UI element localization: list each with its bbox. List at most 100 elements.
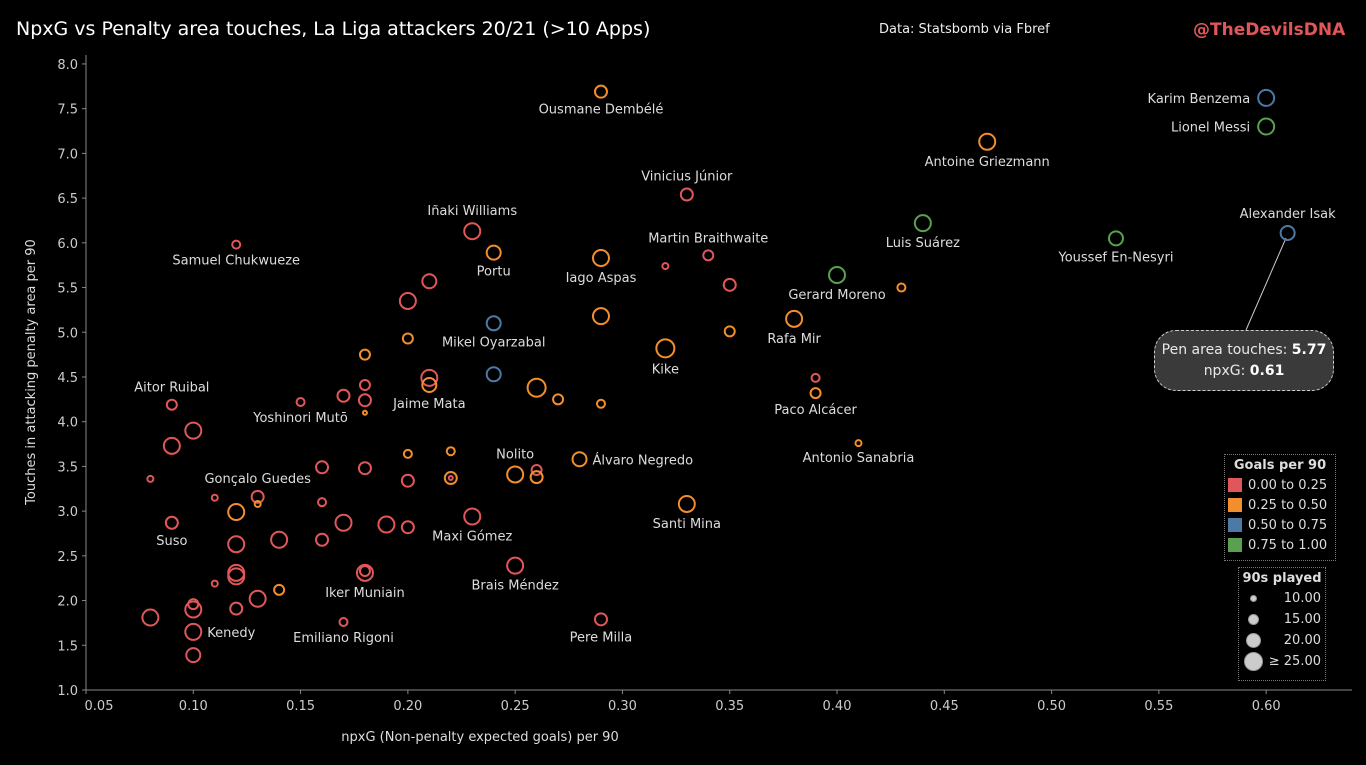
data-point[interactable] (677, 494, 696, 513)
data-point[interactable] (828, 266, 847, 285)
data-point[interactable] (317, 497, 328, 508)
data-point[interactable] (315, 532, 330, 547)
legend-label: 0.00 to 0.25 (1248, 477, 1328, 493)
size-label: 15.00 (1283, 612, 1321, 627)
data-point[interactable] (227, 535, 246, 554)
data-point[interactable] (358, 348, 371, 361)
data-point[interactable] (227, 563, 246, 582)
data-point[interactable] (377, 515, 396, 534)
x-tick-label: 0.60 (1252, 699, 1281, 714)
data-point[interactable] (361, 409, 368, 416)
data-point[interactable] (334, 513, 353, 532)
x-tick-label: 0.40 (823, 699, 852, 714)
data-point[interactable] (231, 239, 242, 250)
data-point[interactable] (591, 307, 610, 326)
data-point[interactable] (229, 601, 244, 616)
data-point[interactable] (227, 503, 246, 522)
data-point[interactable] (165, 398, 178, 411)
data-point[interactable] (526, 377, 547, 398)
legend-label: 0.25 to 0.50 (1248, 497, 1328, 513)
data-point[interactable] (854, 439, 863, 448)
point-label: Emiliano Rigoni (293, 631, 394, 646)
data-point[interactable] (402, 448, 413, 459)
data-point[interactable] (810, 372, 821, 383)
data-point[interactable] (447, 475, 454, 482)
data-point[interactable] (358, 379, 371, 392)
legend-item[interactable]: 0.75 to 1.00 (1225, 535, 1335, 555)
point-label: Ousmane Dembélé (539, 103, 664, 118)
legend-item[interactable]: 0.00 to 0.25 (1225, 475, 1335, 495)
data-point[interactable] (571, 451, 588, 468)
data-point[interactable] (146, 474, 155, 483)
data-point[interactable] (185, 647, 202, 664)
data-point[interactable] (184, 600, 203, 619)
data-point[interactable] (506, 465, 525, 484)
data-point[interactable] (421, 377, 438, 394)
data-point[interactable] (338, 617, 349, 628)
data-point[interactable] (401, 332, 414, 345)
data-point[interactable] (896, 282, 907, 293)
data-point[interactable] (295, 397, 306, 408)
data-point[interactable] (722, 277, 737, 292)
data-point[interactable] (273, 583, 286, 596)
data-point[interactable] (530, 463, 543, 476)
data-point[interactable] (655, 338, 676, 359)
data-point[interactable] (227, 567, 246, 586)
data-point[interactable] (357, 393, 372, 408)
data-point[interactable] (595, 398, 606, 409)
data-point[interactable] (445, 446, 456, 457)
data-point[interactable] (357, 461, 372, 476)
data-point[interactable] (400, 473, 415, 488)
legend-item[interactable]: 0.25 to 0.50 (1225, 495, 1335, 515)
data-point[interactable] (358, 565, 371, 578)
data-point[interactable] (253, 499, 262, 508)
data-point[interactable] (421, 273, 438, 290)
point-label: Lionel Messi (1171, 121, 1250, 136)
point-label: Kenedy (207, 626, 255, 641)
data-point[interactable] (355, 563, 374, 582)
data-point[interactable] (913, 214, 932, 233)
data-point[interactable] (1257, 88, 1276, 107)
data-point[interactable] (270, 530, 289, 549)
data-point[interactable] (164, 515, 179, 530)
data-point[interactable] (398, 291, 417, 310)
data-point[interactable] (593, 84, 608, 99)
data-point[interactable] (809, 387, 822, 400)
data-point[interactable] (1279, 224, 1296, 241)
data-point[interactable] (485, 366, 502, 383)
data-point[interactable] (785, 309, 804, 328)
brand-handle: @TheDevilsDNA (1193, 20, 1346, 40)
data-point[interactable] (1257, 117, 1276, 136)
data-point[interactable] (463, 222, 482, 241)
data-point[interactable] (529, 470, 544, 485)
data-point[interactable] (443, 471, 458, 486)
point-label: Luis Suárez (886, 236, 960, 251)
data-point[interactable] (506, 556, 525, 575)
data-point[interactable] (210, 579, 219, 588)
data-point[interactable] (661, 262, 670, 271)
data-point[interactable] (315, 460, 330, 475)
data-point[interactable] (210, 493, 219, 502)
data-point[interactable] (679, 187, 694, 202)
data-point[interactable] (463, 507, 482, 526)
data-point[interactable] (593, 612, 608, 627)
data-point[interactable] (248, 589, 267, 608)
data-point[interactable] (1107, 230, 1124, 247)
data-point[interactable] (485, 244, 502, 261)
data-point[interactable] (141, 608, 160, 627)
data-point[interactable] (184, 622, 203, 641)
legend-item[interactable]: 0.50 to 0.75 (1225, 515, 1335, 535)
data-point[interactable] (184, 421, 203, 440)
data-point[interactable] (591, 249, 610, 268)
data-point[interactable] (702, 249, 715, 262)
data-point[interactable] (485, 315, 502, 332)
data-point[interactable] (162, 436, 181, 455)
point-label: Gonçalo Guedes (204, 472, 311, 487)
data-point[interactable] (552, 393, 565, 406)
data-point[interactable] (978, 132, 997, 151)
data-point[interactable] (250, 489, 265, 504)
data-point[interactable] (400, 520, 415, 535)
data-point[interactable] (336, 388, 351, 403)
data-point[interactable] (420, 368, 439, 387)
data-point[interactable] (723, 325, 736, 338)
